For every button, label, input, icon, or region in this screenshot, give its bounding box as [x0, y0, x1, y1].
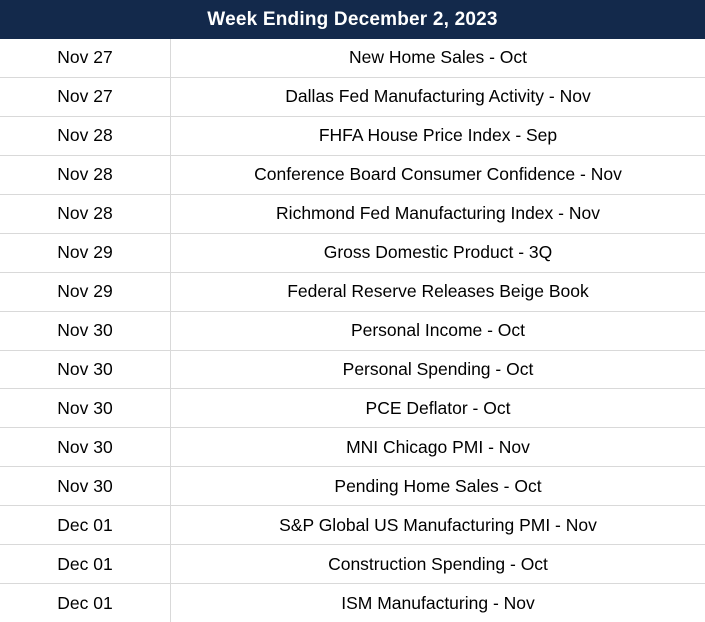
table-row: Nov 30 Personal Spending - Oct: [0, 350, 705, 390]
event-cell: Conference Board Consumer Confidence - N…: [254, 164, 622, 185]
event-cell: Pending Home Sales - Oct: [334, 475, 542, 496]
date-cell: Nov 28: [0, 116, 171, 155]
event-cell: Construction Spending - Oct: [328, 553, 548, 574]
date-cell: Nov 30: [0, 389, 171, 428]
date-cell: Nov 28: [0, 194, 171, 233]
date-cell: Nov 28: [0, 155, 171, 194]
date-cell: Nov 29: [0, 233, 171, 272]
table-body: Nov 27 New Home Sales - Oct Nov 27 Dalla…: [0, 39, 705, 622]
event-cell: Gross Domestic Product - 3Q: [323, 242, 553, 263]
event-cell: ISM Manufacturing - Nov: [341, 592, 535, 613]
date-cell: Dec 01: [0, 545, 171, 584]
event-cell: FHFA House Price Index - Sep: [318, 125, 558, 146]
event-cell: Personal Income - Oct: [350, 320, 526, 341]
table-row: Dec 01 Construction Spending - Oct: [0, 545, 705, 585]
event-cell: PCE Deflator - Oct: [365, 397, 511, 418]
table-row: Nov 30 Pending Home Sales - Oct: [0, 467, 705, 507]
event-cell: Personal Spending - Oct: [342, 358, 534, 379]
table-row: Nov 28 FHFA House Price Index - Sep: [0, 116, 705, 156]
table-row: Nov 27 New Home Sales - Oct: [0, 39, 705, 78]
table-row: Nov 28 Richmond Fed Manufacturing Index …: [0, 194, 705, 234]
date-cell: Nov 30: [0, 428, 171, 467]
table-row: Dec 01 ISM Manufacturing - Nov: [0, 584, 705, 622]
table-row: Nov 30 MNI Chicago PMI - Nov: [0, 428, 705, 468]
table-title: Week Ending December 2, 2023: [0, 0, 705, 39]
table-row: Nov 27 Dallas Fed Manufacturing Activity…: [0, 77, 705, 117]
event-cell: New Home Sales - Oct: [349, 47, 527, 68]
table-row: Nov 30 Personal Income - Oct: [0, 311, 705, 351]
event-cell: Federal Reserve Releases Beige Book: [287, 281, 589, 302]
table-row: Dec 01 S&P Global US Manufacturing PMI -…: [0, 506, 705, 546]
date-cell: Nov 30: [0, 467, 171, 506]
date-cell: Nov 27: [0, 77, 171, 116]
date-cell: Dec 01: [0, 506, 171, 545]
event-cell: S&P Global US Manufacturing PMI - Nov: [279, 514, 597, 535]
date-cell: Nov 30: [0, 350, 171, 389]
date-cell: Dec 01: [0, 584, 171, 622]
table-row: Nov 29 Gross Domestic Product - 3Q: [0, 233, 705, 273]
date-cell: Nov 30: [0, 311, 171, 350]
event-cell: Dallas Fed Manufacturing Activity - Nov: [285, 86, 591, 107]
table-row: Nov 30 PCE Deflator - Oct: [0, 389, 705, 429]
event-cell: MNI Chicago PMI - Nov: [346, 436, 530, 457]
event-cell: Richmond Fed Manufacturing Index - Nov: [276, 203, 600, 224]
table-row: Nov 28 Conference Board Consumer Confide…: [0, 155, 705, 195]
date-cell: Nov 27: [0, 39, 171, 77]
table-row: Nov 29 Federal Reserve Releases Beige Bo…: [0, 272, 705, 312]
date-cell: Nov 29: [0, 272, 171, 311]
